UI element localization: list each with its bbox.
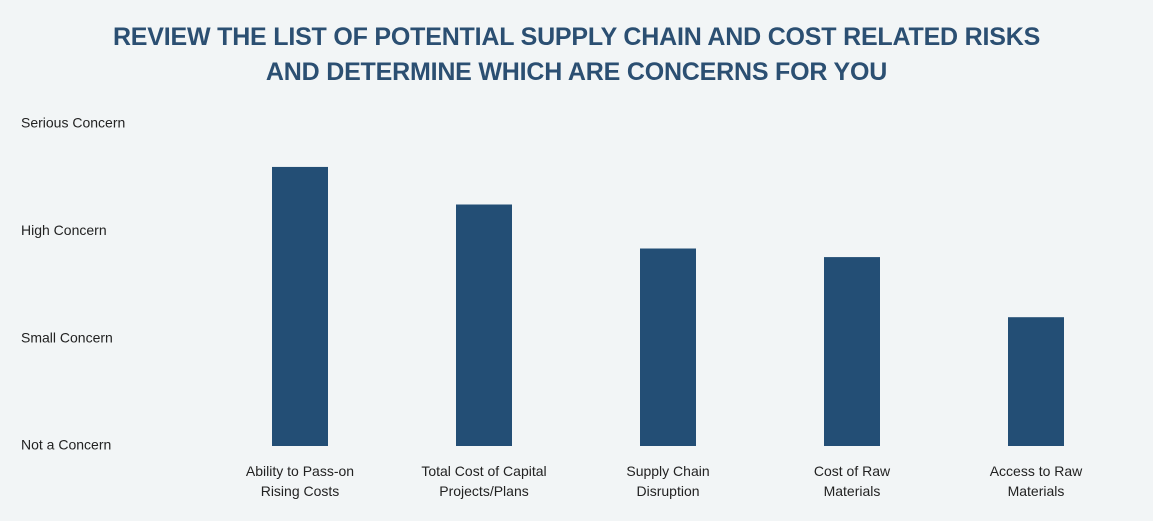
x-tick-label: Ability to Pass-on Rising Costs <box>246 463 354 499</box>
bar <box>640 248 696 446</box>
bar <box>1008 317 1064 446</box>
y-axis: Serious Concern High Concern Small Concern… <box>21 115 125 453</box>
x-tick-label: Cost of Raw Materials <box>814 463 891 499</box>
x-tick-label-line: Disruption <box>636 483 699 499</box>
bar <box>272 166 328 446</box>
y-tick-label: Small Concern <box>21 329 113 345</box>
x-tick-label-line: Projects/Plans <box>439 483 528 499</box>
y-tick-label: Serious Concern <box>21 115 125 131</box>
x-tick-label-line: Supply Chain <box>626 463 709 479</box>
x-axis: Ability to Pass-on Rising Costs Total Cost… <box>246 463 1083 499</box>
chart-title-line-2: AND DETERMINE WHICH ARE CONCERNS FOR YOU <box>265 58 888 86</box>
x-tick-label-line: Cost of Raw <box>814 463 891 479</box>
x-tick-label-line: Total Cost of Capital <box>421 463 546 479</box>
x-tick-label: Total Cost of Capital Projects/Plans <box>421 463 546 499</box>
bar <box>824 257 880 446</box>
x-tick-label: Access to Raw Materials <box>990 463 1083 499</box>
bars <box>272 166 1064 446</box>
chart-title: REVIEW THE LIST OF POTENTIAL SUPPLY CHAI… <box>0 20 1153 90</box>
x-tick-label-line: Rising Costs <box>261 483 340 499</box>
chart-title-line-1: REVIEW THE LIST OF POTENTIAL SUPPLY CHAI… <box>112 23 1041 51</box>
x-tick-label-line: Materials <box>824 483 881 499</box>
x-tick-label-line: Ability to Pass-on <box>246 463 354 479</box>
x-tick-label-line: Materials <box>1008 483 1065 499</box>
y-tick-label: High Concern <box>21 222 107 238</box>
y-tick-label: Not a Concern <box>21 437 111 453</box>
x-tick-label-line: Access to Raw <box>990 463 1083 479</box>
x-tick-label: Supply Chain Disruption <box>626 463 709 499</box>
bar <box>456 204 512 446</box>
